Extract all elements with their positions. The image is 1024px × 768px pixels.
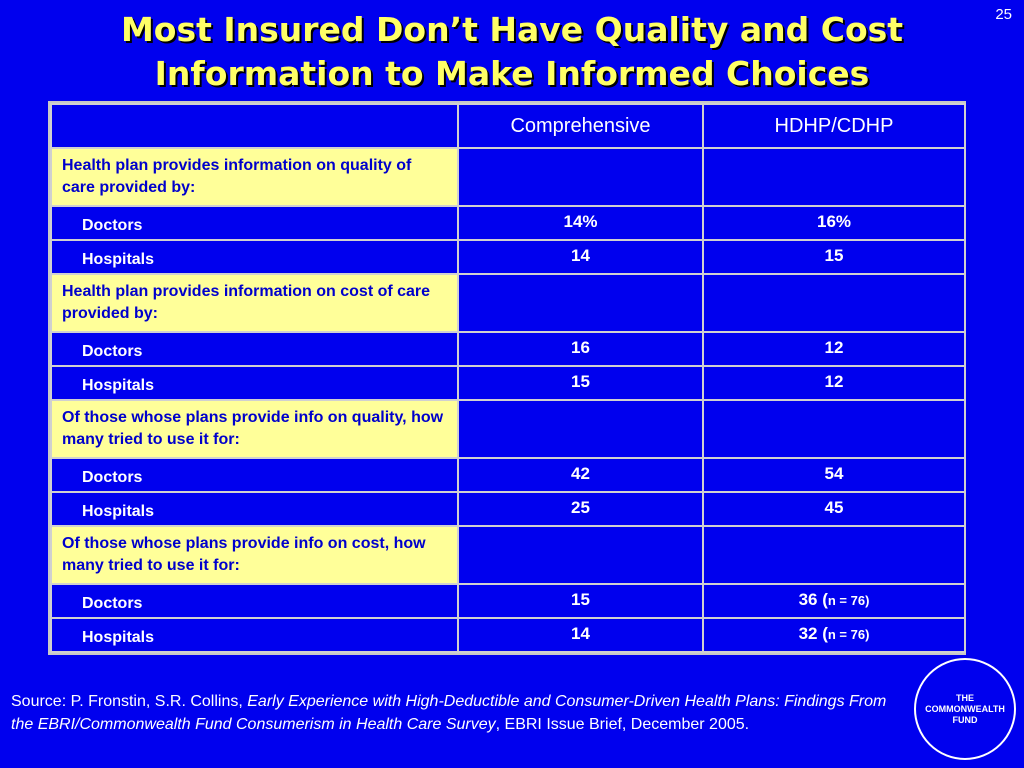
table-row: Doctors 15 36 (n = 76) bbox=[50, 583, 966, 619]
row-label: Hospitals bbox=[50, 617, 459, 653]
section-heading: Of those whose plans provide info on cos… bbox=[50, 525, 459, 585]
logo-line-1: THE bbox=[956, 692, 974, 703]
header-hdhp-cdhp: HDHP/CDHP bbox=[702, 103, 966, 149]
table-row: Hospitals 14 15 bbox=[50, 239, 966, 275]
comprehensive-value: 15 bbox=[457, 583, 704, 619]
slide-title-line-1: Most Insured Don’t Have Quality and Cost bbox=[120, 10, 904, 49]
section-heading: Health plan provides information on cost… bbox=[50, 273, 459, 333]
row-label: Doctors bbox=[50, 331, 459, 367]
hdhp-value: 32 (n = 76) bbox=[702, 617, 966, 653]
source-title: Early Experience with High-Deductible an… bbox=[11, 693, 887, 733]
hdhp-value-main: 32 ( bbox=[798, 624, 828, 643]
hdhp-value: 45 bbox=[702, 491, 966, 527]
hdhp-value-main: 45 bbox=[824, 498, 844, 517]
hdhp-value: 12 bbox=[702, 331, 966, 367]
comprehensive-value: 14% bbox=[457, 205, 704, 241]
hdhp-value: 16% bbox=[702, 205, 966, 241]
results-table: Comprehensive HDHP/CDHP Health plan prov… bbox=[48, 101, 966, 655]
comprehensive-value: 14 bbox=[457, 239, 704, 275]
source-prefix: Source: P. Fronstin, S.R. Collins, bbox=[11, 693, 248, 710]
hdhp-value-main: 54 bbox=[824, 464, 844, 483]
table-header-row: Comprehensive HDHP/CDHP bbox=[50, 103, 966, 149]
comprehensive-value: 14 bbox=[457, 617, 704, 653]
section-row: Health plan provides information on qual… bbox=[50, 147, 966, 207]
hdhp-value-main: 12 bbox=[824, 372, 844, 391]
table-row: Hospitals 25 45 bbox=[50, 491, 966, 527]
hdhp-value-main: 16% bbox=[816, 212, 852, 231]
row-label: Hospitals bbox=[50, 365, 459, 401]
blank-cell bbox=[702, 399, 966, 459]
section-heading: Health plan provides information on qual… bbox=[50, 147, 459, 207]
section-heading: Of those whose plans provide info on qua… bbox=[50, 399, 459, 459]
table-row: Doctors 42 54 bbox=[50, 457, 966, 493]
comprehensive-value: 15 bbox=[457, 365, 704, 401]
section-row: Of those whose plans provide info on qua… bbox=[50, 399, 966, 459]
blank-cell bbox=[702, 525, 966, 585]
section-row: Of those whose plans provide info on cos… bbox=[50, 525, 966, 585]
row-label: Hospitals bbox=[50, 491, 459, 527]
table-row: Doctors 16 12 bbox=[50, 331, 966, 367]
section-row: Health plan provides information on cost… bbox=[50, 273, 966, 333]
row-label: Doctors bbox=[50, 205, 459, 241]
blank-cell bbox=[457, 399, 704, 459]
hdhp-value-main: 15 bbox=[824, 246, 844, 265]
table-row: Hospitals 14 32 (n = 76) bbox=[50, 617, 966, 653]
logo-line-2: COMMONWEALTH bbox=[925, 703, 1005, 714]
comprehensive-value: 25 bbox=[457, 491, 704, 527]
sample-size-note: n = 76) bbox=[827, 593, 870, 608]
hdhp-value-main: 36 ( bbox=[798, 590, 828, 609]
header-comprehensive: Comprehensive bbox=[457, 103, 704, 149]
hdhp-value: 12 bbox=[702, 365, 966, 401]
hdhp-value: 54 bbox=[702, 457, 966, 493]
hdhp-value: 15 bbox=[702, 239, 966, 275]
blank-cell bbox=[702, 147, 966, 207]
hdhp-value: 36 (n = 76) bbox=[702, 583, 966, 619]
slide-number: 25 bbox=[995, 6, 1012, 23]
row-label: Doctors bbox=[50, 583, 459, 619]
commonwealth-fund-logo: THE COMMONWEALTH FUND bbox=[914, 658, 1016, 760]
comprehensive-value: 42 bbox=[457, 457, 704, 493]
row-label: Hospitals bbox=[50, 239, 459, 275]
blank-cell bbox=[457, 273, 704, 333]
slide-title-line-2: Information to Make Informed Choices bbox=[154, 54, 870, 93]
row-label: Doctors bbox=[50, 457, 459, 493]
source-citation: Source: P. Fronstin, S.R. Collins, Early… bbox=[11, 690, 891, 736]
slide-title: Most Insured Don’t Have Quality and Cost… bbox=[0, 8, 1024, 96]
blank-cell bbox=[457, 525, 704, 585]
blank-cell bbox=[702, 273, 966, 333]
logo-line-3: FUND bbox=[952, 714, 978, 725]
sample-size-note: n = 76) bbox=[827, 627, 870, 642]
comprehensive-value: 16 bbox=[457, 331, 704, 367]
hdhp-value-main: 12 bbox=[824, 338, 844, 357]
blank-cell bbox=[457, 147, 704, 207]
table-row: Doctors 14% 16% bbox=[50, 205, 966, 241]
header-blank-cell bbox=[50, 103, 459, 149]
table-row: Hospitals 15 12 bbox=[50, 365, 966, 401]
source-suffix: , EBRI Issue Brief, December 2005. bbox=[495, 716, 750, 733]
